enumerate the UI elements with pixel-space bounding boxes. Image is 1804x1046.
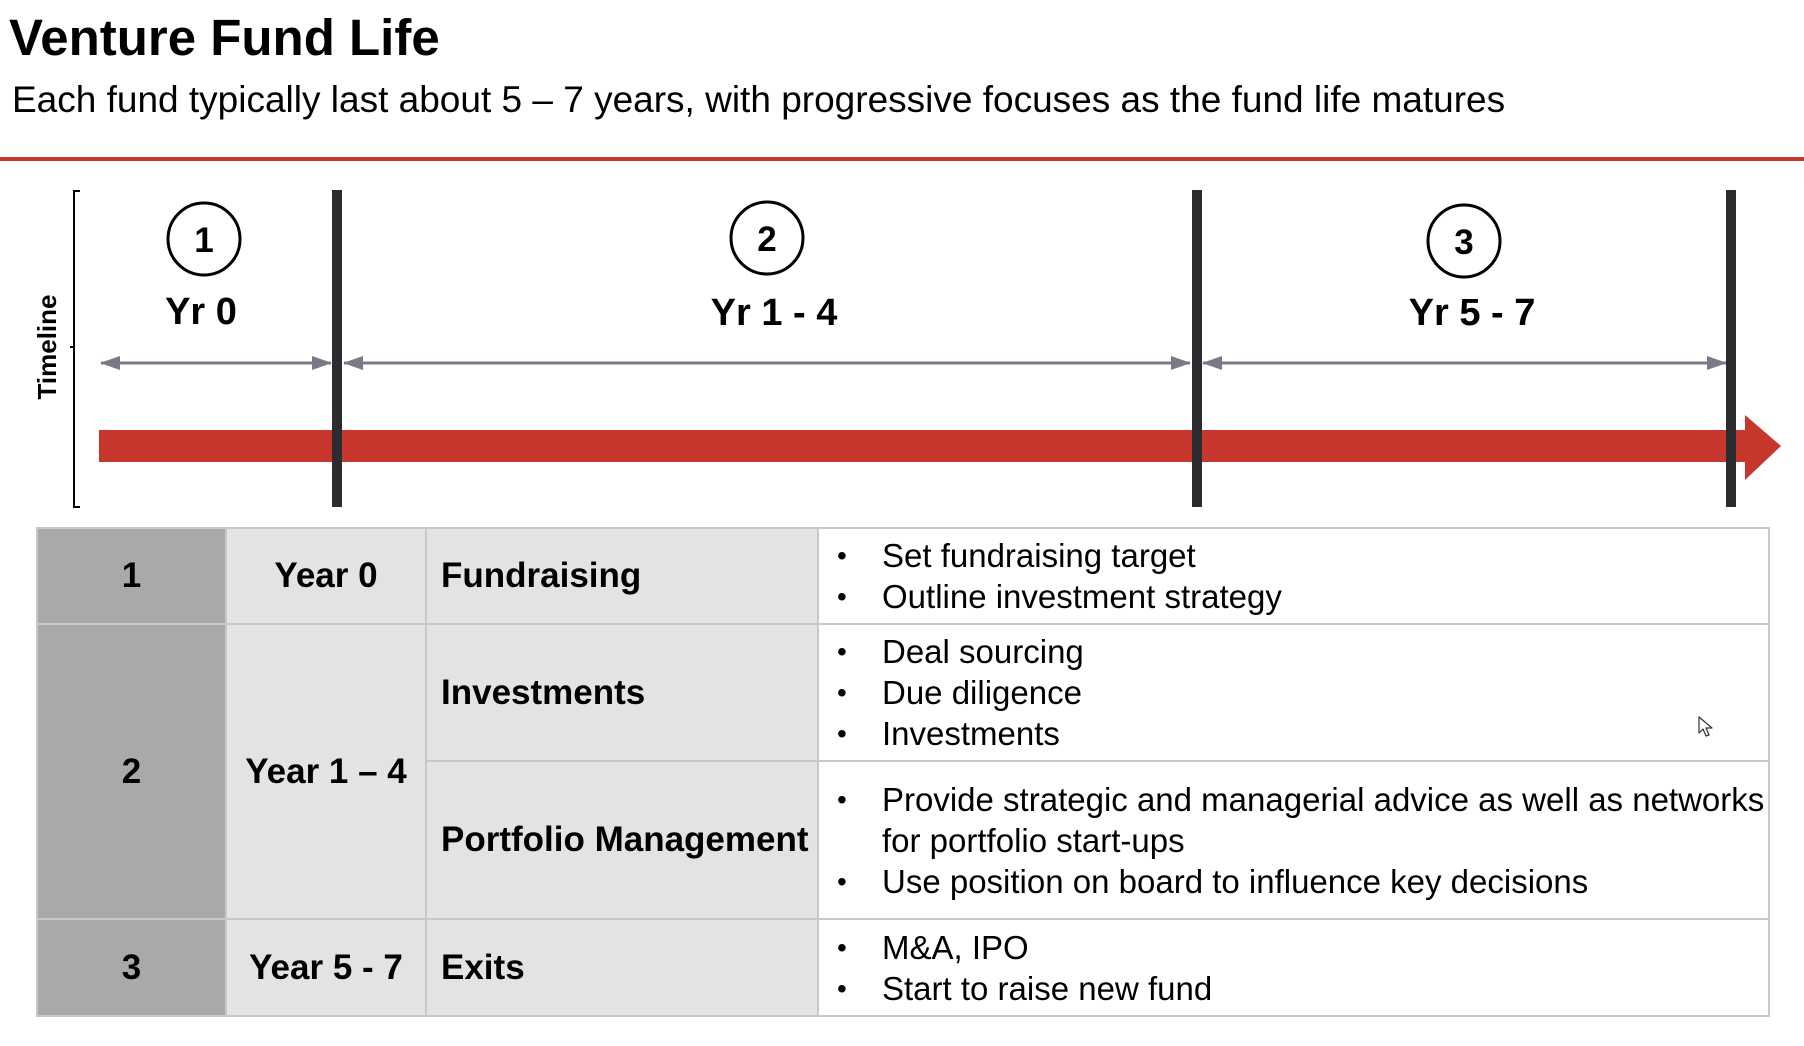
phase-circle-1 (166, 201, 242, 277)
details-cell: Set fundraising target Outline investmen… (817, 527, 1770, 625)
table-row: Portfolio Management Provide strategic a… (37, 760, 1770, 920)
list-item: M&A, IPO (835, 927, 1768, 968)
details-cell: Provide strategic and managerial advice … (817, 760, 1770, 920)
details-cell: Deal sourcing Due diligence Investments (817, 623, 1770, 762)
header-divider (0, 157, 1804, 161)
period-label-2: Yr 1 - 4 (711, 292, 838, 334)
table-row: 1 Year 0 Fundraising Set fundraising tar… (36, 527, 1770, 625)
details-list: M&A, IPO Start to raise new fund (835, 927, 1768, 1009)
period-label-3: Yr 5 - 7 (1409, 292, 1536, 334)
phase-number-3: 3 (1454, 223, 1473, 262)
details-list: Set fundraising target Outline investmen… (835, 535, 1768, 617)
timeline-bracket (73, 190, 80, 508)
phase-circle-3 (1426, 203, 1502, 279)
list-item: Due diligence (835, 672, 1768, 713)
focus-cell: Fundraising (425, 527, 819, 625)
year-cell: Year 0 (225, 527, 427, 625)
period-label-1: Yr 0 (165, 291, 237, 333)
mouse-pointer-icon (1698, 716, 1713, 737)
phase-circle-2 (729, 200, 805, 276)
fund-phase-table: 1 Year 0 Fundraising Set fundraising tar… (36, 527, 1770, 1017)
list-item: Use position on board to influence key d… (835, 861, 1768, 902)
details-cell: M&A, IPO Start to raise new fund (817, 918, 1770, 1017)
details-list: Deal sourcing Due diligence Investments (835, 631, 1768, 754)
list-item: Start to raise new fund (835, 968, 1768, 1009)
table-row: 3 Year 5 - 7 Exits M&A, IPO Start to rai… (36, 918, 1770, 1017)
list-item: Investments (835, 713, 1768, 754)
page-subtitle: Each fund typically last about 5 – 7 yea… (12, 79, 1506, 120)
phase-number-2: 2 (757, 220, 776, 259)
focus-cell: Portfolio Management (425, 760, 819, 920)
year-cell: Year 1 – 4 (225, 623, 427, 920)
timeline-diagram: Timeline 1 2 3 Yr 0 Yr 1 - 4 Yr 5 - 7 (32, 190, 1781, 508)
table-row: 2 Year 1 – 4 Investments Deal sourcing D… (36, 623, 1770, 920)
phase-number-cell: 1 (36, 527, 227, 625)
list-item: Provide strategic and managerial advice … (835, 779, 1768, 861)
focus-cell: Investments (425, 623, 819, 762)
focus-cell: Exits (425, 918, 819, 1017)
list-item: Deal sourcing (835, 631, 1768, 672)
timeline-arrow-head (1745, 415, 1781, 480)
phase-number-1: 1 (194, 221, 213, 260)
phase-number-cell: 3 (36, 918, 227, 1017)
list-item: Outline investment strategy (835, 576, 1768, 617)
list-item: Set fundraising target (835, 535, 1768, 576)
year-cell: Year 5 - 7 (225, 918, 427, 1017)
timeline-axis-label: Timeline (32, 294, 62, 399)
details-list: Provide strategic and managerial advice … (835, 779, 1768, 902)
timeline-main-bar (99, 430, 1747, 462)
page-title: Venture Fund Life (9, 9, 440, 66)
phase-number-cell: 2 (36, 623, 227, 920)
